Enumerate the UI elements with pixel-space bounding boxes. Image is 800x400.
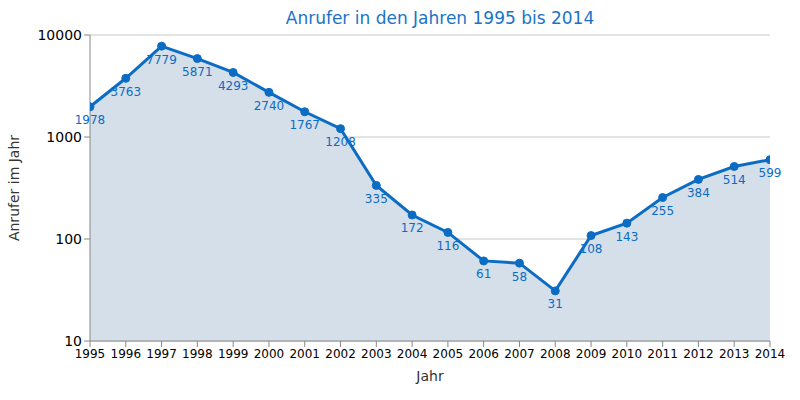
svg-text:2009: 2009: [576, 347, 607, 361]
svg-text:31: 31: [548, 297, 563, 311]
svg-text:384: 384: [687, 186, 710, 200]
svg-text:2006: 2006: [468, 347, 499, 361]
svg-text:2740: 2740: [254, 99, 285, 113]
svg-text:255: 255: [651, 204, 674, 218]
svg-text:1996: 1996: [111, 347, 142, 361]
svg-text:143: 143: [615, 230, 638, 244]
svg-text:2000: 2000: [254, 347, 285, 361]
svg-text:2001: 2001: [289, 347, 320, 361]
svg-text:1767: 1767: [289, 118, 320, 132]
svg-text:599: 599: [759, 166, 782, 180]
svg-text:2014: 2014: [755, 347, 786, 361]
svg-text:1999: 1999: [218, 347, 249, 361]
svg-text:5871: 5871: [182, 65, 213, 79]
svg-text:1000: 1000: [46, 129, 82, 145]
svg-text:2007: 2007: [504, 347, 535, 361]
svg-text:514: 514: [723, 173, 746, 187]
svg-text:1995: 1995: [74, 346, 106, 361]
svg-text:335: 335: [365, 192, 388, 206]
svg-text:108: 108: [580, 242, 603, 256]
svg-text:7779: 7779: [146, 53, 177, 67]
svg-text:172: 172: [401, 221, 424, 235]
svg-text:2005: 2005: [433, 347, 464, 361]
svg-text:10000: 10000: [37, 27, 82, 43]
svg-text:116: 116: [436, 239, 459, 253]
svg-text:2013: 2013: [719, 347, 750, 361]
svg-text:1208: 1208: [325, 135, 356, 149]
svg-text:100: 100: [55, 231, 82, 247]
svg-text:58: 58: [512, 270, 527, 284]
svg-text:3763: 3763: [111, 85, 142, 99]
svg-text:61: 61: [476, 267, 491, 281]
svg-text:2004: 2004: [397, 347, 428, 361]
svg-text:2002: 2002: [325, 347, 356, 361]
svg-text:1978: 1978: [75, 113, 106, 127]
html-text:Anrufer in den Jahren 1995 bis: Anrufer in den Jahren 1995 bis 2014: [285, 8, 595, 28]
svg-text:2012: 2012: [683, 347, 714, 361]
svg-text:2008: 2008: [540, 347, 571, 361]
svg-text:1998: 1998: [182, 347, 213, 361]
svg-text:4293: 4293: [218, 79, 249, 93]
svg-text:2003: 2003: [361, 347, 392, 361]
svg-text:1997: 1997: [146, 347, 177, 361]
svg-text:Jahr: Jahr: [415, 368, 444, 384]
svg-text:10: 10: [64, 333, 82, 349]
svg-text:Anrufer im Jahr: Anrufer im Jahr: [8, 135, 22, 241]
svg-text:2010: 2010: [612, 347, 643, 361]
svg-text:2011: 2011: [647, 347, 678, 361]
